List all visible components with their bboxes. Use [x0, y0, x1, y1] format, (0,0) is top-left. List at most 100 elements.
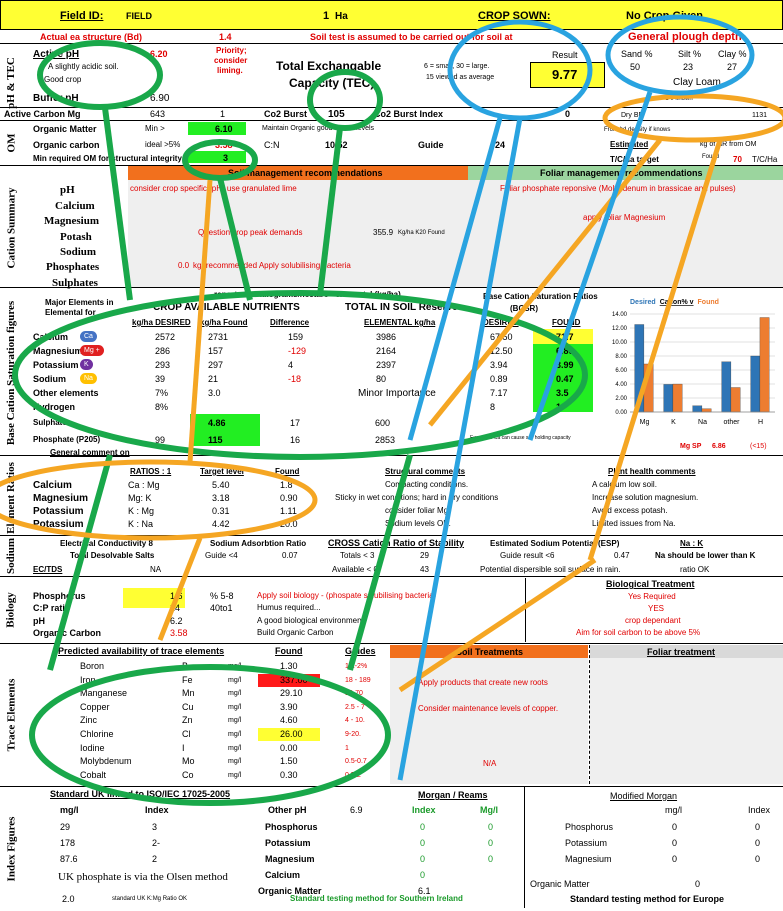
- ratio-row-ratio: K : Na: [128, 519, 154, 529]
- mod-m: 0: [672, 854, 678, 864]
- bcsr-d2: 0.89: [490, 374, 508, 384]
- bcsr-badge: Na: [80, 373, 97, 384]
- om-min-req-value: 3: [223, 153, 229, 163]
- bio-3: crop dependant: [625, 616, 681, 625]
- trace-unit: mg/l: [228, 744, 242, 752]
- bio-4: Aim for soil carbon to be above 5%: [576, 628, 701, 637]
- col-f2: FOUND: [552, 318, 581, 327]
- trace-sym: Mn: [182, 688, 195, 699]
- bcsr-desired: 8%: [155, 402, 169, 412]
- bcsr-d2: 12.50: [490, 346, 513, 356]
- phosphate-found: 115: [208, 435, 223, 445]
- bcsr-found: 21: [208, 374, 219, 384]
- ratio-row-plant: A calcium low soil.: [592, 480, 657, 489]
- buffer-ph-label: Buffer pH: [33, 93, 79, 104]
- bio-cp-range: 40to1: [210, 603, 233, 613]
- bar-found-other: [730, 387, 741, 413]
- mod-name: Phosphorus: [565, 822, 614, 832]
- bar-found-na: [701, 408, 712, 413]
- nak-label: Na : K: [680, 539, 704, 548]
- tc-found: 70: [733, 155, 742, 164]
- tc-found-label: Found: [702, 154, 720, 160]
- mod-m: 0: [672, 838, 678, 848]
- tec-result: 9.77: [552, 67, 578, 82]
- mid-m: 0: [488, 838, 494, 848]
- bcsr-desired: 293: [155, 360, 171, 370]
- co2-burst-value: 105: [328, 109, 345, 120]
- foliar-mg-rec: apply foliar Magnesium: [583, 213, 666, 222]
- ratio-ok: ratio OK: [680, 565, 710, 574]
- trace-guide: 18 - 189: [345, 676, 371, 684]
- bio-oc-note: Build Organic Carbon: [257, 628, 334, 637]
- bio-ph-note: A good biological environment.: [257, 616, 366, 625]
- mod-name: Magnesium: [565, 854, 612, 864]
- area-unit: Ha: [335, 11, 348, 22]
- esp-value: 0.47: [614, 551, 630, 560]
- bio-oc-val: 3.58: [170, 628, 188, 638]
- cross-value: 29: [420, 551, 429, 560]
- ratio-row-struct: Sodium levels OK.: [385, 519, 451, 528]
- ratio-row-found: 20.0: [280, 519, 298, 529]
- phosphate-name: Phosphate (P205): [33, 435, 101, 444]
- mod-index-head: Index: [748, 805, 771, 815]
- sar-label: Sodium Adsorbtion Ratio: [210, 539, 307, 548]
- cs-label-ca: Calcium: [55, 200, 95, 212]
- cs-label-k: Potash: [60, 231, 92, 243]
- mod-morgan-head: Modified Morgan: [610, 791, 678, 801]
- trace-name: Chlorine: [80, 729, 114, 739]
- bio-phos: Phosphorus: [33, 591, 86, 601]
- bio-oc: Organic Carbon: [33, 628, 102, 638]
- mid-m: 0: [488, 822, 494, 832]
- buffer-ph-value: 6.90: [150, 93, 170, 104]
- x-tick-label: H: [758, 419, 763, 426]
- potash-value: 355.9: [373, 228, 394, 237]
- uk-mgl: 178: [60, 838, 76, 848]
- col-elem: ELEMENTAL kg/ha: [364, 318, 436, 327]
- mg-sp-value: 6.86: [712, 443, 726, 450]
- trace-found: Found: [275, 646, 303, 656]
- x-tick-label: Na: [698, 419, 707, 426]
- active-carbon-value: 643: [150, 109, 166, 119]
- side-cation-summary: Cation Summary: [5, 187, 18, 268]
- bar-desired-mg: [634, 324, 645, 413]
- bcsr-head-1: Base Cation Saturation Ratios: [483, 292, 598, 301]
- trace-name: Molybdenum: [80, 756, 132, 767]
- std-europe: Standard testing method for Europe: [570, 894, 725, 904]
- co2-burst-label: Co2 Burst: [264, 109, 308, 119]
- ratio-row-plant: Limited issues from Na.: [592, 519, 676, 528]
- trace-name: Copper: [80, 701, 110, 712]
- olsen-val: 2.0: [62, 894, 75, 904]
- mod-m: 0: [672, 822, 678, 832]
- ph-desc-1: A slightly acidic soil.: [48, 62, 119, 71]
- trace-found: 1.30: [280, 661, 298, 671]
- col-found: kg/ha Found: [200, 318, 248, 327]
- side-index: Index Figures: [5, 816, 18, 882]
- ph-priority-2: consider: [214, 56, 248, 65]
- trace-unit: mg/l: [228, 771, 242, 779]
- excessive-ca: Excessive Ca can cause soil holding capa…: [470, 435, 571, 441]
- bcsr-desired: 286: [155, 346, 171, 356]
- bcsr-diff: 4: [288, 360, 294, 370]
- ratio-row-target: 0.31: [212, 506, 230, 516]
- ratio-row-name: Magnesium: [33, 493, 89, 504]
- bio-cp-note: Humus required...: [257, 603, 321, 612]
- bcsr-f2: 6.86: [556, 346, 574, 356]
- trace-guides: Guides: [345, 646, 376, 656]
- trace-found: 4.60: [280, 715, 298, 726]
- co2-index-value: 0: [565, 109, 571, 119]
- mod-i: 0: [755, 838, 761, 848]
- trace-guide: 0.5-2: [345, 771, 361, 779]
- bcsr-head-2: (BCSR): [510, 304, 538, 313]
- tds-label: Total Desolvable Salts: [70, 551, 155, 560]
- om-maintain: Maintain Organic good matter levels: [262, 125, 375, 132]
- mid-i: 0: [420, 822, 426, 832]
- dry-bd: Dry BD: [621, 112, 644, 119]
- tec-scale-2: 15 viewed as average: [426, 74, 495, 81]
- trace-name: Iron: [80, 674, 96, 685]
- bcsr-found: 157: [208, 346, 224, 356]
- esp-label: Estimated Sodium Potential (ESP): [490, 539, 620, 548]
- y-tick-label: 10.00: [612, 340, 628, 346]
- trace-found: 1.50: [280, 756, 298, 767]
- ratio-row-name: Potassium: [33, 506, 84, 517]
- nr-note: kg of NR from OM: [700, 141, 757, 148]
